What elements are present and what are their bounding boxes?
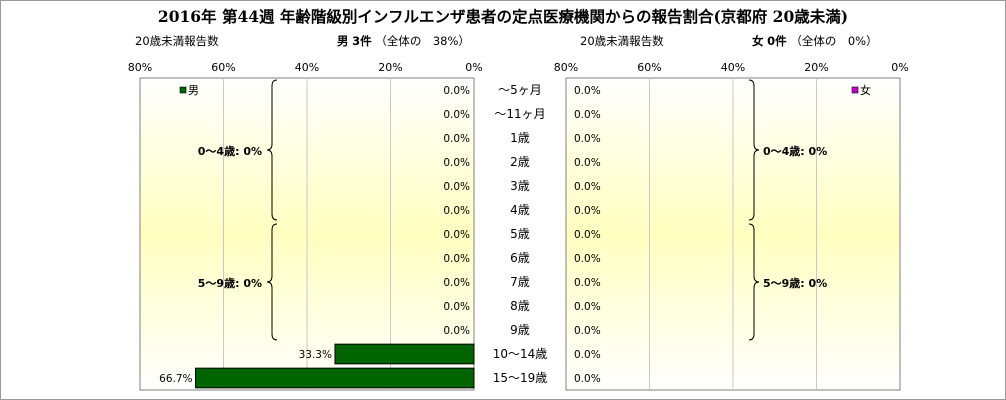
data-label: 0.0% [443,325,470,337]
group-label: 0～4歳: 0% [198,144,262,158]
x-tick-label: 40% [295,61,319,74]
legend-swatch [851,86,859,94]
category-label: 2歳 [510,155,530,169]
legend-label: 女 [860,83,871,97]
category-label: 8歳 [510,299,530,313]
male-caption: 20歳未満報告数 [135,34,219,48]
group-brace [748,79,760,221]
group-brace [266,223,278,341]
male-share: （全体の 38%） [375,34,470,48]
data-label: 0.0% [443,253,470,265]
x-tick-label: 60% [637,61,661,74]
chart-title: 2016年 第44週 年齢階級別インフルエンザ患者の定点医療機関からの報告割合(… [157,7,849,26]
data-label: 0.0% [574,301,601,313]
data-label: 0.0% [443,229,470,241]
data-label: 0.0% [574,133,601,145]
category-label: 5歳 [510,227,530,241]
x-tick-label: 80% [554,61,578,74]
category-label: ～5ヶ月 [498,83,542,97]
data-label: 0.0% [443,109,470,121]
bar [334,343,475,365]
data-label: 0.0% [574,373,601,385]
data-label: 0.0% [574,109,601,121]
female-caption: 20歳未満報告数 [580,34,664,48]
group-brace [266,79,278,221]
category-label: 6歳 [510,251,530,265]
category-label: 4歳 [510,203,530,217]
category-label: 7歳 [510,275,530,289]
data-label: 0.0% [443,85,470,97]
x-tick-label: 60% [211,61,235,74]
group-label: 0～4歳: 0% [763,144,827,158]
x-tick-label: 20% [378,61,402,74]
data-label: 0.0% [443,205,470,217]
data-label: 0.0% [443,157,470,169]
legend-label: 男 [188,84,199,97]
group-label: 5～9歳: 0% [198,276,262,290]
data-label: 66.7% [159,373,192,385]
category-label: 9歳 [510,323,530,337]
male-sex-label: 男 [337,34,349,48]
data-label: 0.0% [574,349,601,361]
category-label: 3歳 [510,179,530,193]
female-sex-label: 女 [752,34,764,48]
group-label: 5～9歳: 0% [763,276,827,290]
male-chart: 80% 60% 40% 20% 0% 0.0% 0.0% 0.0% 0.0% 0.0% 0.0% 0.… [128,61,483,391]
data-label: 0.0% [574,325,601,337]
group-brace [748,223,760,341]
category-label: 15～19歳 [492,371,548,385]
male-summary: 男 3件 （全体の 38%） [337,33,470,49]
category-label: 10～14歳 [492,347,548,361]
female-count: 0件 [767,34,787,48]
data-label: 0.0% [574,205,601,217]
data-label: 0.0% [574,253,601,265]
bar [195,367,475,389]
female-share: （全体の 0%） [790,34,878,48]
x-tick-label: 40% [721,61,745,74]
data-label: 0.0% [443,181,470,193]
data-label: 0.0% [443,133,470,145]
x-tick-label: 80% [128,61,152,74]
male-count: 3件 [352,34,372,48]
data-label: 33.3% [299,349,332,361]
data-label: 0.0% [443,301,470,313]
category-label: ～11ヶ月 [494,107,546,121]
x-tick-label: 0% [465,61,482,74]
x-tick-label: 0% [891,61,908,74]
legend-swatch [179,86,187,94]
female-summary: 女 0件 （全体の 0%） [752,33,878,49]
category-label: 1歳 [510,131,530,145]
data-label: 0.0% [574,181,601,193]
data-label: 0.0% [574,229,601,241]
data-label: 0.0% [443,277,470,289]
data-label: 0.0% [574,85,601,97]
data-label: 0.0% [574,277,601,289]
female-chart: 0% 20% 40% 60% 80% 0.0% 0.0% 0.0% 0.0% 0.0% 0.0% 0.… [554,61,909,391]
x-tick-label: 20% [804,61,828,74]
data-label: 0.0% [574,157,601,169]
